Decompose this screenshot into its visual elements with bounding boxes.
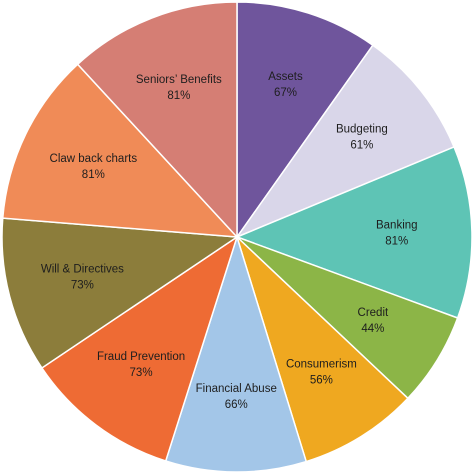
- value-label: 67%: [274, 87, 297, 99]
- slice-label: Assets: [268, 71, 303, 83]
- pie-slice: [234, 145, 473, 319]
- slice-label: Claw back charts: [50, 153, 138, 165]
- slice-label: Banking: [376, 220, 418, 232]
- pie-slice: [236, 1, 374, 240]
- value-label: 44%: [361, 323, 384, 335]
- pie-slice: [76, 1, 238, 239]
- value-label: 81%: [167, 90, 190, 102]
- pie-slice: [235, 234, 409, 463]
- slice-label: Financial Abuse: [196, 383, 277, 395]
- value-label: 73%: [71, 279, 94, 291]
- value-label: 81%: [385, 236, 408, 248]
- pie-slice: [164, 234, 308, 473]
- value-label: 81%: [82, 169, 105, 181]
- value-label: 73%: [130, 367, 153, 379]
- slice-label: Budgeting: [336, 123, 388, 135]
- slice-label: Consumerism: [286, 359, 357, 371]
- pie-slice: [1, 217, 240, 369]
- pie-slice: [1, 63, 239, 238]
- value-label: 56%: [310, 375, 333, 387]
- slice-label: Seniors’ Benefits: [136, 74, 222, 86]
- slice-label: Will & Directives: [41, 263, 124, 275]
- slice-label: Fraud Prevention: [97, 351, 185, 363]
- pie-slice: [40, 235, 239, 462]
- value-label: 61%: [350, 139, 373, 151]
- slice-label: Credit: [358, 307, 389, 319]
- pie-slice: [234, 44, 456, 239]
- value-label: 66%: [225, 399, 248, 411]
